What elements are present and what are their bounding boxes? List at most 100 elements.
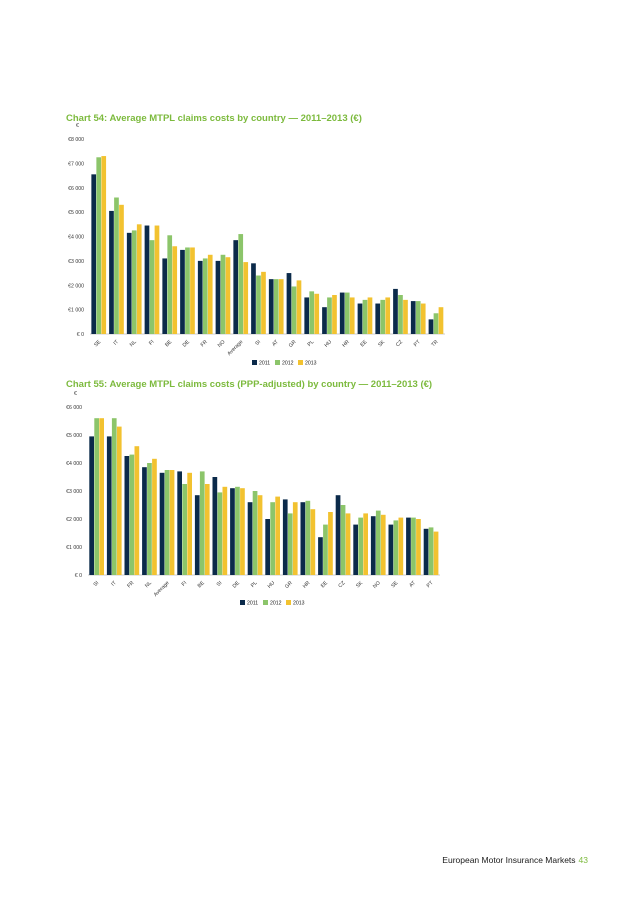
x-tick-label: AT [271,339,280,348]
x-tick-label: FI [181,580,189,588]
bar-2011-se [388,524,394,575]
bar-2012-sk [358,517,363,575]
x-tick-label: SE [390,580,400,590]
bar-2013-nl [136,224,142,334]
x-tick-label: HU [323,339,333,349]
bar-2012-be [199,471,205,575]
y-tick-label: €5 000 [68,210,84,216]
bar-2012-ee [362,299,368,334]
y-tick-label: €3 000 [66,489,82,495]
x-tick-label: SK [355,580,365,590]
bar-2012-ee [323,524,328,575]
bar-2012-pl [309,291,315,334]
bar-2013-fr [207,254,213,334]
y-unit-label: € [74,391,77,397]
x-tick-label: NL [144,580,153,589]
bar-2012-hr [344,292,350,334]
bar-2013-be [204,484,210,575]
bar-2013-it [119,204,124,334]
bar-2013-se [101,156,107,334]
y-tick-label: €5 000 [66,433,82,439]
x-tick-label: Average [153,580,171,598]
bar-2013-cz [345,513,351,575]
bar-2011-it [109,210,114,334]
x-tick-label: SI [93,580,101,588]
bar-2011-at [406,517,411,575]
x-tick-label: SE [93,339,103,349]
bar-2011-de [230,488,235,575]
bar-2011-cz [393,288,398,334]
x-tick-label: FI [148,339,156,347]
chart-54-title: Chart 54: Average MTPL claims costs by c… [66,113,362,124]
page-footer: European Motor Insurance Markets 43 [442,855,588,865]
bar-2011-hu [265,519,270,575]
x-tick-label: NO [217,339,227,349]
bar-2011-pt [423,528,429,575]
y-tick-label: €8 000 [68,137,84,143]
x-tick-label: BE [197,580,207,590]
bar-2013-ee [328,512,333,575]
y-unit-label: € [76,123,79,129]
bar-2013-pt [420,303,426,334]
bar-2012-be [167,235,173,334]
bar-2012-si [217,492,223,575]
bar-2013-gr [296,280,302,334]
y-tick-label: €1 000 [68,308,84,314]
bar-2013-pt [433,531,439,575]
x-tick-label: EE [320,580,330,590]
bar-2013-sk [385,297,391,334]
x-tick-label: AT [408,580,417,589]
x-tick-label: TR [430,339,439,348]
bar-2011-be [194,495,200,575]
bar-2013-fi [187,472,192,575]
y-tick-label: €6 000 [66,405,82,411]
legend-swatch-2013 [286,600,291,605]
y-tick-label: € 0 [75,573,82,579]
bar-2012-fi [149,240,155,334]
bar-2013-ee [367,297,373,334]
x-tick-label: PT [413,339,423,349]
bar-2012-average [164,470,170,575]
legend-swatch-2012 [275,360,280,365]
bar-2011-nl [126,232,132,334]
bar-2012-it [114,197,119,334]
bar-2013-si [261,271,266,334]
y-tick-label: €4 000 [66,461,82,467]
bar-2011-fi [177,471,182,575]
bar-2011-fr [197,260,203,334]
bar-2013-fi [154,225,160,334]
bar-2013-average [169,470,175,575]
bar-2012-si [94,418,99,575]
bar-2011-fr [124,456,130,575]
bar-2012-cz [398,295,403,334]
bar-2013-no [380,514,386,575]
x-tick-label: CZ [395,339,404,348]
bar-2012-se [96,157,102,334]
bar-2011-ee [318,537,323,575]
bar-2013-sk [363,513,368,575]
bar-2012-average [238,234,244,334]
legend-swatch-2011 [240,600,245,605]
x-tick-label: IT [110,580,118,588]
y-tick-label: € 0 [77,332,84,338]
legend-label-2012: 2012 [270,601,282,607]
bar-2013-average [243,262,249,334]
bar-2012-tr [433,313,439,334]
bar-2013-cz [403,299,408,334]
bar-2013-nl [152,458,157,575]
x-tick-label: IT [113,339,121,347]
bar-2012-gr [291,286,297,334]
bar-2013-si [222,486,228,575]
legend-swatch-2013 [298,360,303,365]
bar-2011-no [370,516,376,575]
bar-2011-gr [282,499,288,575]
bar-2011-cz [335,495,341,575]
bar-2013-gr [292,502,298,575]
legend-swatch-2011 [252,360,257,365]
bar-2013-at [416,519,421,575]
bar-2011-ee [357,303,363,334]
y-tick-label: €2 000 [66,517,82,523]
x-tick-label: GR [284,580,294,590]
y-tick-label: €1 000 [66,545,82,551]
bar-2013-no [225,257,231,334]
